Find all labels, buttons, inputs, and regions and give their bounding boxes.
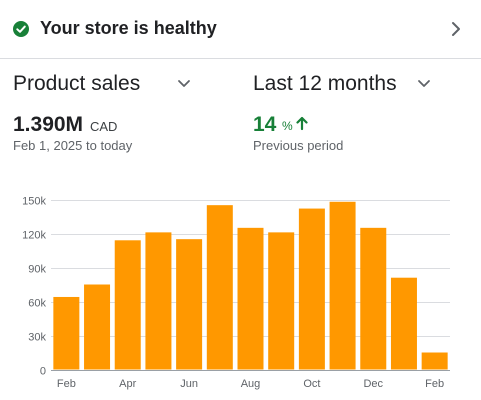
currency-label: CAD <box>90 119 118 134</box>
health-status-text: Your store is healthy <box>40 18 217 38</box>
arrow-up-icon <box>296 116 308 131</box>
x-tick-label: Dec <box>363 378 383 390</box>
bar-apr-2[interactable] <box>114 240 141 370</box>
bar-jul-5[interactable] <box>206 205 233 370</box>
x-tick-label: Apr <box>119 378 136 390</box>
check-circle-icon <box>13 21 29 37</box>
bar-aug-6[interactable] <box>237 227 264 370</box>
bar-may-3[interactable] <box>145 232 172 370</box>
x-tick-label: Feb <box>57 378 76 390</box>
metric-selector[interactable]: Product sales <box>13 70 203 98</box>
x-tick-label: Jun <box>180 378 198 390</box>
y-tick-label: 30k <box>28 332 46 344</box>
bar-nov-9[interactable] <box>329 201 356 370</box>
period-selector[interactable]: Last 12 months <box>253 70 443 98</box>
bar-mar-1[interactable] <box>84 284 111 370</box>
chevron-down-icon <box>178 80 190 87</box>
chevron-down-icon <box>418 80 430 87</box>
y-tick-label: 120k <box>22 230 46 242</box>
health-banner[interactable]: Your store is healthy <box>0 0 481 59</box>
x-tick-label: Aug <box>241 378 261 390</box>
period-selector-label: Last 12 months <box>253 72 397 95</box>
x-tick-label: Feb <box>425 378 444 390</box>
bar-sep-7[interactable] <box>268 232 295 370</box>
y-tick-label: 60k <box>28 298 46 310</box>
bar-feb-12[interactable] <box>421 352 448 370</box>
bar-feb-0[interactable] <box>53 296 80 370</box>
y-tick-label: 150k <box>22 196 46 208</box>
date-range-text: Feb 1, 2025 to today <box>13 138 133 153</box>
bar-oct-8[interactable] <box>298 208 325 370</box>
metric-selector-label: Product sales <box>13 72 141 95</box>
x-tick-label: Oct <box>303 378 320 390</box>
bar-jun-4[interactable] <box>176 239 203 370</box>
change-percent-value: 14 <box>253 113 277 136</box>
chevron-right-icon[interactable] <box>449 20 463 38</box>
bar-jan-11[interactable] <box>390 277 417 370</box>
change-percent-unit: % <box>282 119 293 133</box>
bar-dec-10[interactable] <box>360 227 387 370</box>
sales-bar-chart: 0 30k 60k 90k 120k 150k Feb Apr Jun Aug Oct Dec Feb <box>22 196 450 390</box>
comparison-label: Previous period <box>253 138 344 153</box>
y-tick-label: 0 <box>40 366 46 378</box>
y-tick-label: 90k <box>28 264 46 276</box>
sales-total-value: 1.390M <box>13 113 84 136</box>
